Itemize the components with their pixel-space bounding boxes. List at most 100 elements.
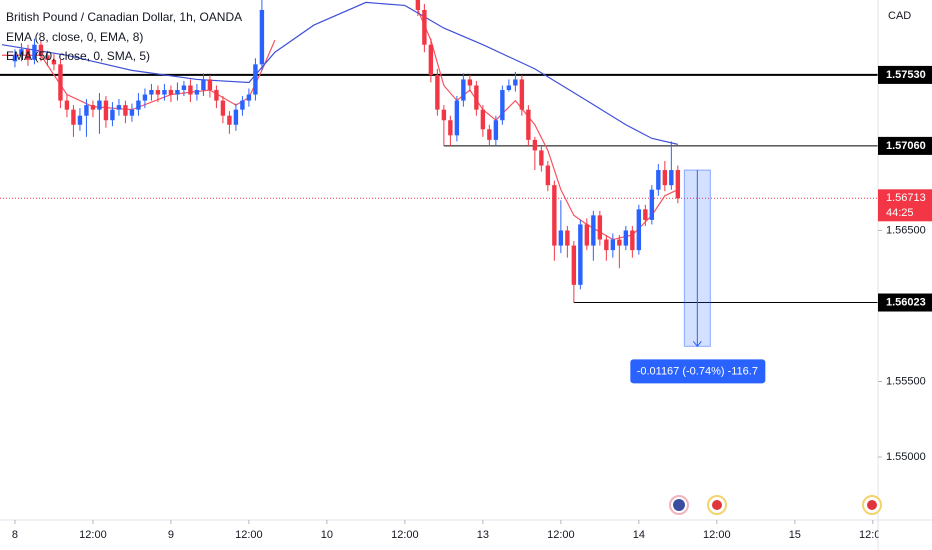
candle-body	[38, 44, 44, 56]
candle-body	[77, 115, 83, 125]
candle-body	[233, 109, 239, 125]
indicator-legend: EMA (8, close, 0, EMA, 8)	[6, 30, 143, 44]
ca-flag	[867, 500, 877, 510]
axis-unit: CAD	[888, 10, 911, 22]
candle-body	[610, 239, 616, 251]
level-label-box	[878, 65, 932, 84]
candle-body	[461, 79, 466, 101]
x-tick-label: 13	[477, 529, 489, 541]
y-tick-label: 1.55000	[886, 451, 926, 463]
candle-body	[428, 44, 434, 75]
candle-body	[155, 90, 161, 95]
candle-body	[467, 79, 473, 86]
candle-body	[591, 215, 596, 246]
candle-body	[103, 100, 109, 121]
candle-body	[565, 230, 570, 246]
candle-body	[675, 170, 681, 199]
candle-body	[474, 85, 479, 110]
candle-body	[623, 230, 629, 246]
x-tick-label: 12:00	[391, 529, 419, 541]
last-price-box	[878, 189, 932, 222]
x-tick-label: 14	[633, 529, 645, 541]
candle-body	[584, 224, 590, 246]
candle-body	[45, 55, 50, 60]
event-icons	[669, 495, 882, 515]
candle-body	[259, 9, 265, 65]
measure-arrow	[692, 170, 702, 348]
measure-label-box	[630, 359, 766, 384]
candle-body	[519, 79, 525, 110]
candle-body	[578, 224, 583, 285]
candle-body	[32, 44, 37, 60]
candle-body	[454, 100, 460, 136]
candle-body	[214, 90, 219, 101]
candle-body	[656, 170, 661, 190]
y-tick-label: 1.56500	[886, 224, 926, 236]
candle-body	[220, 100, 226, 116]
candle-body	[110, 109, 115, 121]
candle-body	[604, 239, 609, 251]
candle-body	[441, 109, 447, 121]
candle-body	[552, 185, 557, 246]
y-tick-label: 1.55500	[886, 375, 926, 387]
symbol-title: British Pound / Canadian Dollar, 1h, OAN…	[6, 10, 242, 24]
candle-body	[123, 105, 128, 116]
x-tick-label: 12:00	[547, 529, 575, 541]
candle-body	[71, 109, 76, 125]
last-price-label: 1.56713	[886, 192, 926, 204]
level-label: 1.57530	[886, 69, 926, 81]
candle-body	[58, 64, 63, 101]
indicator-legend: EMA (50, close, 0, SMA, 5)	[6, 49, 150, 63]
candle-body	[227, 115, 232, 125]
level-label: 1.56023	[886, 296, 926, 308]
candle-body	[240, 100, 245, 110]
x-tick-label: 10	[321, 529, 333, 541]
candle-body	[142, 94, 148, 101]
price-axis-cover	[878, 521, 932, 550]
candle-body	[175, 90, 180, 95]
legend: British Pound / Canadian Dollar, 1h, OAN…	[6, 10, 242, 63]
candle-body	[669, 170, 674, 186]
candle-body	[149, 90, 154, 95]
candle-body	[19, 49, 24, 56]
candle-body	[643, 209, 648, 220]
candle-body	[480, 109, 486, 130]
candle-body	[181, 85, 187, 91]
candle-body	[415, 0, 421, 10]
candle-body	[116, 105, 122, 110]
x-tick-label: 12:00	[79, 529, 107, 541]
candle-body	[25, 49, 31, 60]
candle-body	[90, 105, 96, 110]
candle-body	[129, 109, 135, 116]
candle-body	[194, 90, 200, 95]
candle-body	[487, 129, 492, 140]
level-label-box	[878, 293, 932, 312]
candle-body	[506, 85, 512, 91]
candle-body	[571, 245, 577, 285]
candle-body	[636, 209, 642, 251]
candle-body	[513, 79, 518, 86]
x-tick-label: 9	[168, 529, 174, 541]
candle-body	[532, 139, 538, 151]
candle-body	[84, 105, 89, 116]
ca-flag	[712, 500, 722, 510]
candle-body	[545, 165, 551, 186]
candle-body	[168, 90, 174, 95]
axes: 1.56500 1.55500 1.55000 1.57530 1.57060 1.560…	[12, 65, 932, 550]
candle-body	[539, 150, 544, 166]
candle-body	[526, 109, 531, 140]
x-tick-label: 12:00	[703, 529, 731, 541]
countdown-label: 44:25	[886, 207, 914, 219]
x-tick-label: 12:00	[235, 529, 263, 541]
candle-body	[500, 90, 505, 121]
candle-body	[630, 230, 635, 251]
candle-body	[617, 239, 622, 246]
candle-body	[649, 189, 655, 220]
candle-body	[246, 94, 252, 101]
candle-body	[97, 100, 102, 110]
measure-label: -0.01167 (-0.74%) -116.7	[637, 366, 758, 378]
level-label: 1.57060	[886, 140, 926, 152]
candle-body	[64, 100, 70, 110]
candle-body	[162, 90, 167, 95]
